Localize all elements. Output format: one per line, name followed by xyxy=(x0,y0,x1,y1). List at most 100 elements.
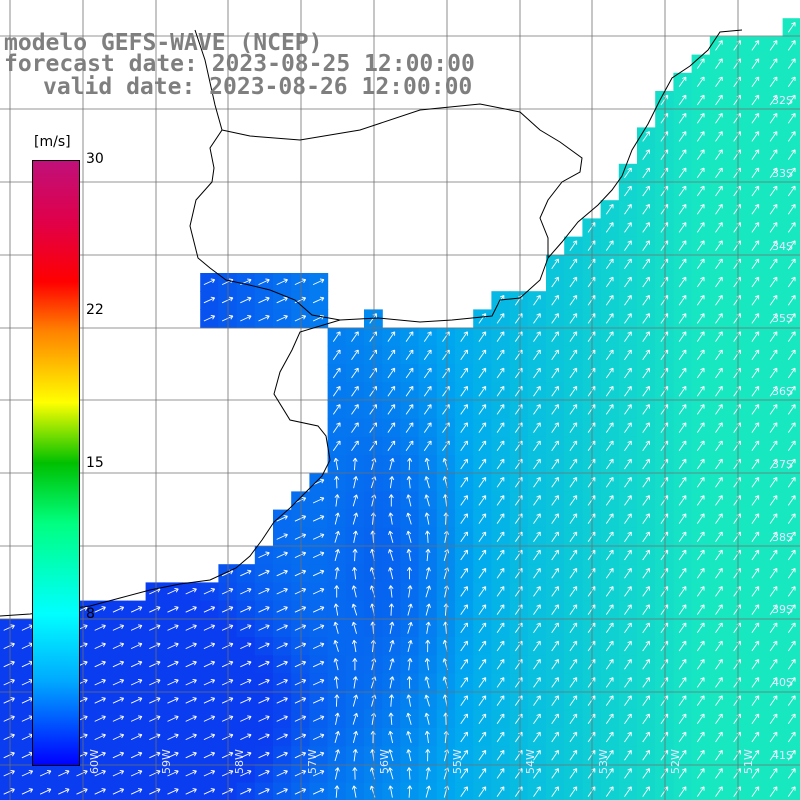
wind-arrow xyxy=(112,697,125,704)
coastline xyxy=(0,319,341,617)
wind-arrow xyxy=(624,586,632,597)
wind-arrow xyxy=(149,715,161,722)
wind-arrow xyxy=(624,349,632,361)
wind-arrow xyxy=(733,458,741,470)
wind-arrow xyxy=(149,697,161,704)
wind-arrow xyxy=(276,606,288,613)
wind-arrow xyxy=(678,422,687,433)
wind-arrow xyxy=(769,731,778,743)
wind-arrow xyxy=(478,768,487,779)
wind-arrow xyxy=(388,785,394,798)
model-title: modelo GEFS-WAVE (NCEP) xyxy=(4,30,323,56)
wind-arrow xyxy=(642,203,650,215)
wind-arrow xyxy=(551,586,559,597)
wind-arrow xyxy=(312,496,325,504)
wind-arrow xyxy=(94,769,106,777)
wind-arrow xyxy=(715,294,723,306)
wind-arrow xyxy=(332,440,341,452)
wind-arrow xyxy=(388,567,394,580)
wind-arrow xyxy=(460,349,468,361)
wind-arrow xyxy=(696,258,705,270)
wind-arrow xyxy=(533,476,541,488)
wind-arrow xyxy=(496,385,505,397)
wind-arrow xyxy=(642,222,650,233)
wind-arrow xyxy=(351,385,359,397)
wind-arrow xyxy=(678,495,687,506)
wind-arrow xyxy=(533,313,541,324)
wind-arrow xyxy=(185,751,197,759)
wind-arrow xyxy=(333,658,339,671)
wind-arrow xyxy=(605,531,614,543)
wind-arrow xyxy=(3,751,15,759)
wind-arrow xyxy=(442,331,450,342)
wind-arrow xyxy=(94,642,106,650)
wind-arrow xyxy=(351,440,359,452)
wind-arrow xyxy=(533,622,541,634)
wind-arrow xyxy=(624,567,632,579)
wind-arrow xyxy=(353,476,359,489)
lon-label: 54W xyxy=(524,749,537,774)
wind-arrow xyxy=(533,586,541,597)
wind-arrow xyxy=(605,476,614,488)
wind-arrow xyxy=(332,385,341,397)
wind-arrow xyxy=(624,313,632,324)
wind-arrow xyxy=(460,476,468,488)
wind-arrow xyxy=(715,513,723,524)
wind-arrow xyxy=(715,695,723,706)
wind-arrow xyxy=(551,749,559,761)
wind-arrow xyxy=(696,294,705,306)
wind-arrow xyxy=(678,458,687,470)
wind-arrow xyxy=(460,622,468,634)
wind-arrow xyxy=(460,677,468,688)
wind-arrow xyxy=(733,40,741,51)
wind-arrow xyxy=(624,640,632,652)
wind-arrow xyxy=(405,404,414,415)
wind-arrow xyxy=(733,404,741,415)
wind-arrow xyxy=(551,367,559,379)
wind-arrow xyxy=(312,769,325,777)
wind-arrow xyxy=(406,530,412,543)
wind-arrow xyxy=(496,713,505,725)
wind-arrow xyxy=(605,276,614,288)
wind-arrow xyxy=(696,367,705,379)
wind-arrow xyxy=(787,731,796,743)
wind-arrow xyxy=(696,404,705,415)
wind-arrow xyxy=(478,331,487,342)
lon-label: 59W xyxy=(160,749,173,774)
wind-arrow xyxy=(405,385,414,397)
wind-arrow xyxy=(240,624,252,631)
wind-arrow xyxy=(496,604,505,615)
wind-arrow xyxy=(203,751,216,759)
wind-arrow xyxy=(240,751,252,759)
wind-arrow xyxy=(425,530,431,543)
wind-arrow xyxy=(276,733,288,741)
wind-arrow xyxy=(258,678,270,686)
wind-arrow xyxy=(787,567,796,579)
wind-arrow xyxy=(569,531,578,543)
wind-arrow xyxy=(715,786,723,797)
wind-arrow xyxy=(167,788,179,795)
wind-arrow xyxy=(696,586,705,597)
wind-arrow xyxy=(351,621,357,634)
wind-arrow xyxy=(733,495,741,506)
wind-arrow xyxy=(678,385,687,397)
wind-arrow xyxy=(3,660,15,668)
wind-arrow xyxy=(149,769,161,777)
wind-arrow xyxy=(388,730,394,744)
wind-arrow xyxy=(423,422,432,433)
wind-arrow xyxy=(733,222,741,233)
wind-arrow xyxy=(496,749,505,761)
wind-arrow xyxy=(678,276,687,288)
lon-label: 55W xyxy=(451,749,464,774)
wind-arrow xyxy=(751,422,760,433)
wind-arrow xyxy=(642,586,650,597)
wind-arrow xyxy=(642,604,650,615)
wind-arrow xyxy=(423,440,432,452)
wind-arrow xyxy=(460,385,468,397)
wind-arrow xyxy=(442,422,450,433)
wind-arrow xyxy=(551,786,559,797)
wind-arrow xyxy=(733,313,741,324)
wind-arrow xyxy=(642,495,650,506)
wind-arrow xyxy=(406,494,412,507)
wind-arrow xyxy=(787,458,796,470)
